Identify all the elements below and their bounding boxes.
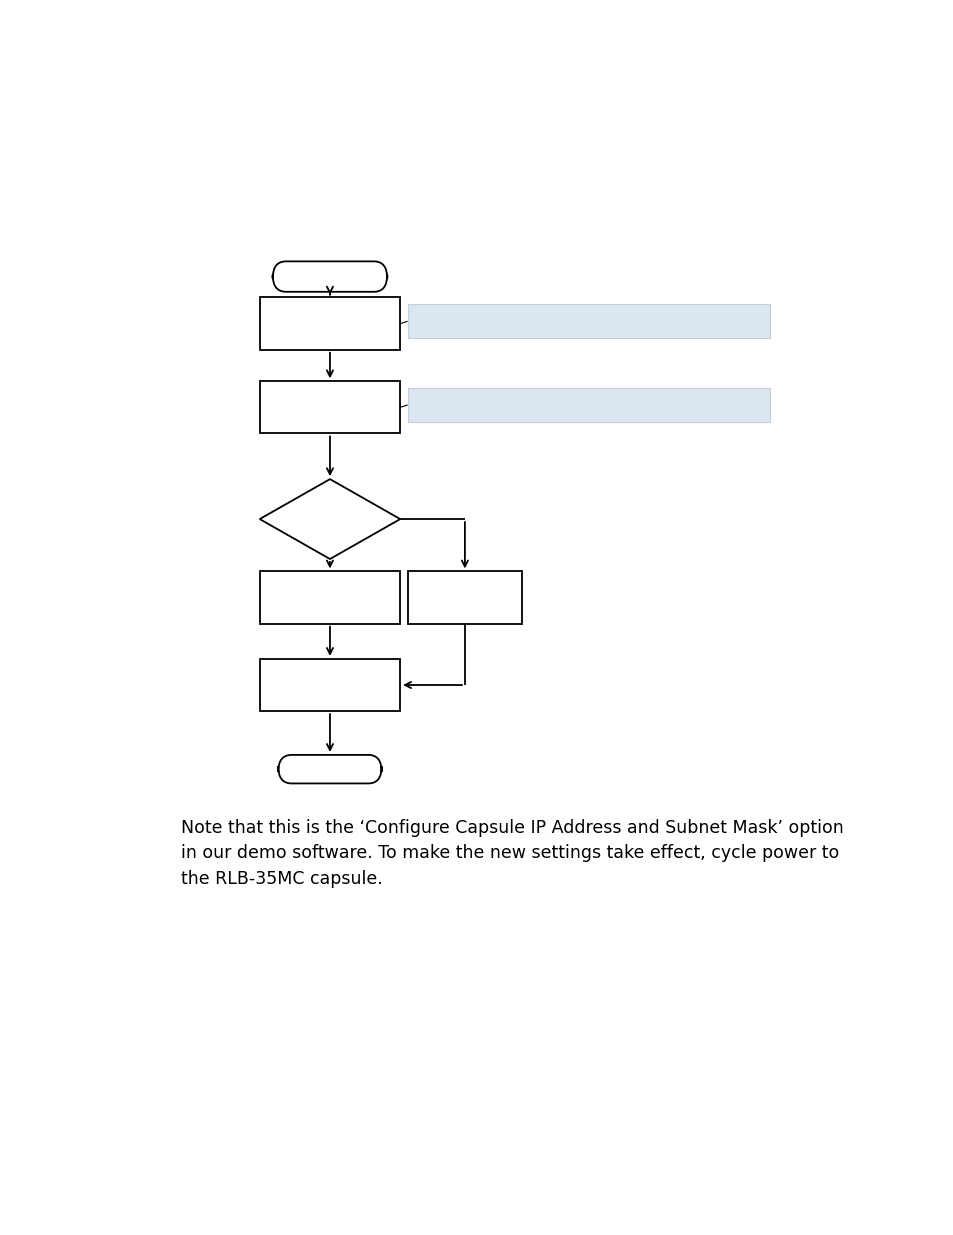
Bar xyxy=(407,388,769,422)
FancyBboxPatch shape xyxy=(278,755,381,783)
Bar xyxy=(259,658,400,711)
Text: Note that this is the ‘Configure Capsule IP Address and Subnet Mask’ option
in o: Note that this is the ‘Configure Capsule… xyxy=(180,819,842,888)
Bar xyxy=(407,304,769,338)
Bar xyxy=(407,572,521,624)
FancyBboxPatch shape xyxy=(273,262,387,291)
Bar xyxy=(259,572,400,624)
Bar xyxy=(259,382,400,433)
Polygon shape xyxy=(259,479,400,559)
Bar xyxy=(259,298,400,350)
